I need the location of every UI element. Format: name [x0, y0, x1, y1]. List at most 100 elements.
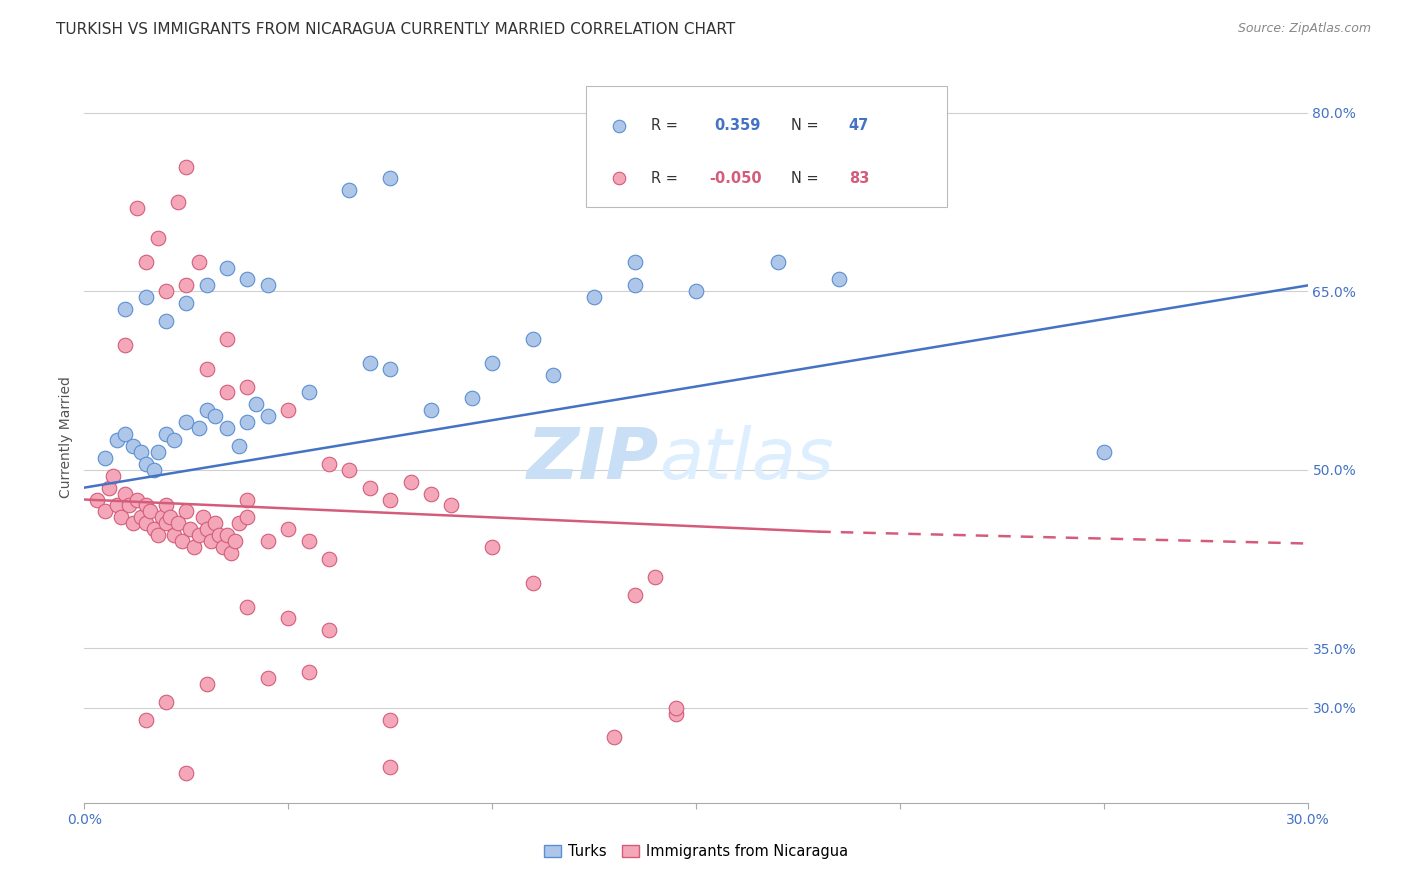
Point — [195, 522, 218, 536]
Point — [110, 510, 132, 524]
Point — [236, 379, 259, 393]
Point — [167, 516, 190, 531]
Text: 0.359: 0.359 — [714, 119, 761, 134]
Point — [195, 278, 218, 293]
Point — [481, 540, 503, 554]
Point — [195, 677, 218, 691]
Point — [93, 450, 115, 465]
Text: ZIP: ZIP — [527, 425, 659, 493]
Point — [257, 671, 280, 685]
Point — [146, 231, 169, 245]
Point — [228, 516, 250, 531]
Point — [208, 528, 231, 542]
Point — [114, 427, 136, 442]
Point — [127, 492, 149, 507]
Point — [163, 433, 186, 447]
Point — [105, 499, 128, 513]
Text: 47: 47 — [849, 119, 869, 134]
Point — [135, 713, 157, 727]
Point — [380, 713, 402, 727]
Point — [685, 285, 707, 299]
Point — [217, 385, 239, 400]
Point — [224, 534, 246, 549]
Point — [86, 492, 108, 507]
Point — [195, 403, 218, 417]
FancyBboxPatch shape — [586, 86, 946, 207]
Point — [135, 516, 157, 531]
Point — [420, 486, 443, 500]
Point — [212, 540, 235, 554]
Point — [191, 510, 214, 524]
Point — [114, 486, 136, 500]
Point — [236, 492, 259, 507]
Point — [131, 510, 153, 524]
Point — [624, 254, 647, 268]
Point — [380, 361, 402, 376]
Point — [114, 338, 136, 352]
Point — [1092, 445, 1115, 459]
Point — [155, 285, 177, 299]
Point — [105, 433, 128, 447]
Text: Source: ZipAtlas.com: Source: ZipAtlas.com — [1237, 22, 1371, 36]
Point — [440, 499, 463, 513]
Point — [298, 534, 321, 549]
Point — [583, 290, 606, 304]
Point — [159, 510, 181, 524]
Point — [380, 171, 402, 186]
Point — [187, 421, 209, 435]
Point — [122, 516, 145, 531]
Point — [644, 570, 666, 584]
Point — [155, 427, 177, 442]
Point — [706, 165, 728, 179]
Text: -0.050: -0.050 — [710, 170, 762, 186]
Point — [522, 332, 544, 346]
Point — [174, 160, 197, 174]
Point — [142, 522, 165, 536]
Point — [217, 260, 239, 275]
Point — [318, 552, 340, 566]
Point — [380, 760, 402, 774]
Point — [146, 528, 169, 542]
Point — [665, 147, 688, 161]
Point — [97, 481, 120, 495]
Point — [665, 706, 688, 721]
Point — [187, 528, 209, 542]
Text: N =: N = — [792, 170, 824, 186]
Point — [183, 540, 205, 554]
Point — [339, 463, 361, 477]
Point — [101, 468, 124, 483]
Point — [195, 361, 218, 376]
Point — [236, 272, 259, 286]
Point — [359, 356, 381, 370]
Point — [138, 504, 160, 518]
Text: TURKISH VS IMMIGRANTS FROM NICARAGUA CURRENTLY MARRIED CORRELATION CHART: TURKISH VS IMMIGRANTS FROM NICARAGUA CUR… — [56, 22, 735, 37]
Point — [236, 599, 259, 614]
Point — [257, 278, 280, 293]
Point — [127, 201, 149, 215]
Point — [163, 528, 186, 542]
Point — [135, 290, 157, 304]
Point — [179, 522, 201, 536]
Point — [624, 588, 647, 602]
Point — [174, 415, 197, 429]
Text: R =: R = — [651, 119, 682, 134]
Point — [665, 700, 688, 714]
Point — [236, 510, 259, 524]
Point — [603, 731, 626, 745]
Point — [200, 534, 222, 549]
Point — [380, 492, 402, 507]
Point — [118, 499, 141, 513]
Point — [236, 415, 259, 429]
Point — [766, 254, 789, 268]
Point — [155, 516, 177, 531]
Point — [624, 278, 647, 293]
Point — [257, 409, 280, 424]
Point — [174, 766, 197, 780]
Point — [277, 403, 299, 417]
Point — [155, 499, 177, 513]
Point — [204, 409, 226, 424]
Point — [277, 611, 299, 625]
Point — [217, 332, 239, 346]
Legend: Turks, Immigrants from Nicaragua: Turks, Immigrants from Nicaragua — [537, 838, 855, 865]
Y-axis label: Currently Married: Currently Married — [59, 376, 73, 498]
